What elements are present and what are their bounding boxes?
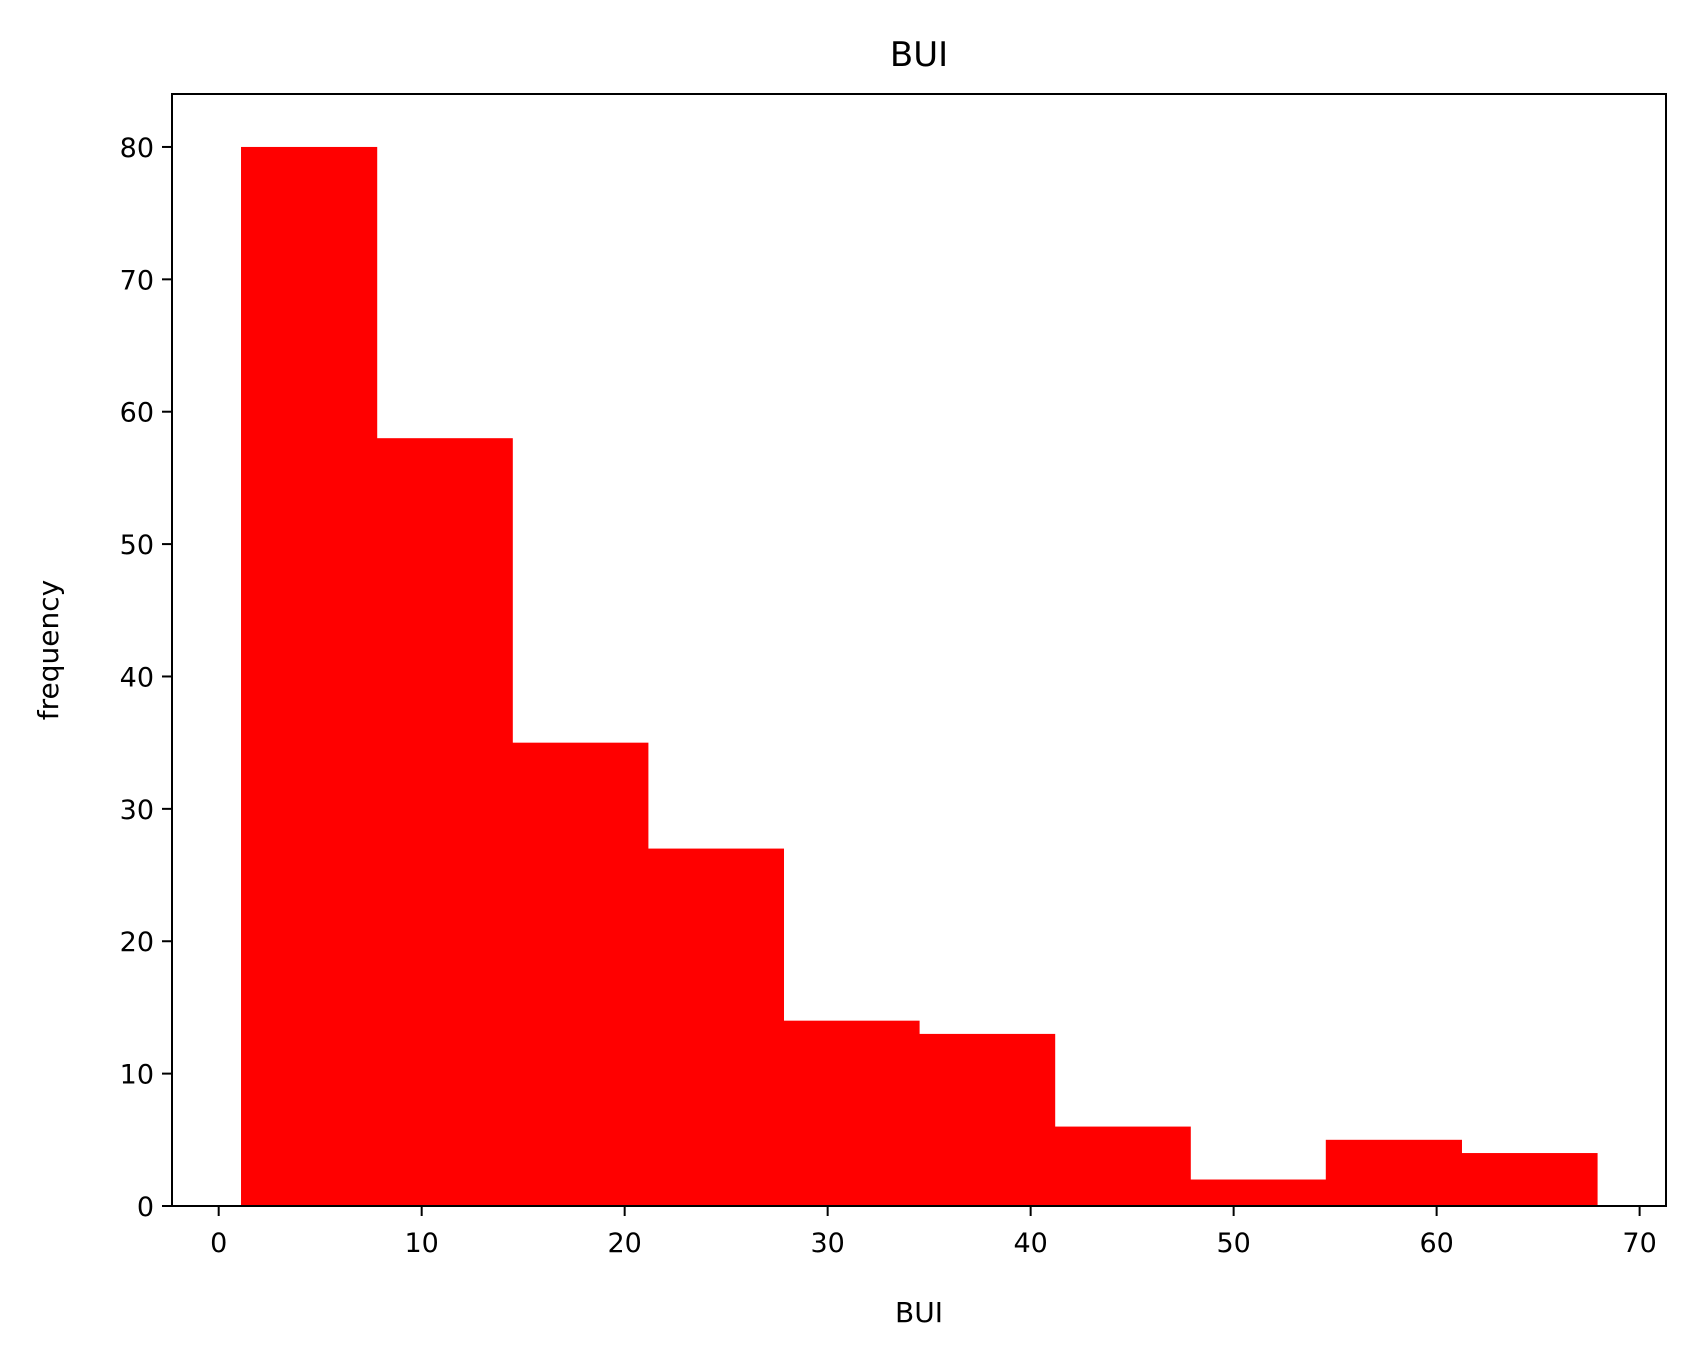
x-axis-label: BUI (895, 1296, 943, 1329)
x-tick-label-4: 40 (1013, 1228, 1047, 1259)
y-tick-label-2: 20 (120, 927, 154, 958)
histogram-bar-9 (1461, 1153, 1598, 1206)
x-tick-label-0: 0 (210, 1228, 227, 1259)
histogram-bar-2 (512, 742, 649, 1206)
x-tick-label-2: 20 (607, 1228, 641, 1259)
y-tick-label-3: 30 (120, 795, 154, 826)
y-axis-ticks: 0 10 20 30 40 50 60 70 80 (120, 133, 172, 1223)
x-axis-ticks: 0 10 20 30 40 50 60 70 (210, 1206, 1657, 1259)
y-tick-label-4: 40 (120, 662, 154, 693)
y-tick-label-6: 60 (120, 398, 154, 429)
chart-title: BUI (890, 35, 948, 75)
histogram-bar-1 (376, 438, 513, 1206)
y-tick-label-0: 0 (137, 1192, 154, 1223)
histogram-bar-0 (241, 146, 378, 1206)
histogram-bar-4 (783, 1020, 920, 1206)
histogram-bar-8 (1325, 1139, 1462, 1206)
x-tick-label-3: 30 (810, 1228, 844, 1259)
y-tick-label-7: 70 (120, 265, 154, 296)
y-tick-label-5: 50 (120, 530, 154, 561)
histogram-bar-6 (1054, 1126, 1191, 1206)
y-axis-label: frequency (32, 580, 65, 720)
x-tick-label-7: 70 (1622, 1228, 1656, 1259)
y-tick-label-8: 80 (120, 133, 154, 164)
histogram-bar-5 (919, 1033, 1056, 1206)
histogram-bar-3 (647, 848, 785, 1206)
x-tick-label-1: 10 (404, 1228, 438, 1259)
x-tick-label-6: 60 (1419, 1228, 1453, 1259)
y-tick-label-1: 10 (120, 1060, 154, 1091)
x-tick-label-5: 50 (1216, 1228, 1250, 1259)
histogram-bar-7 (1190, 1179, 1327, 1206)
bars-group (241, 146, 1598, 1206)
plot-frame (171, 93, 1667, 1207)
